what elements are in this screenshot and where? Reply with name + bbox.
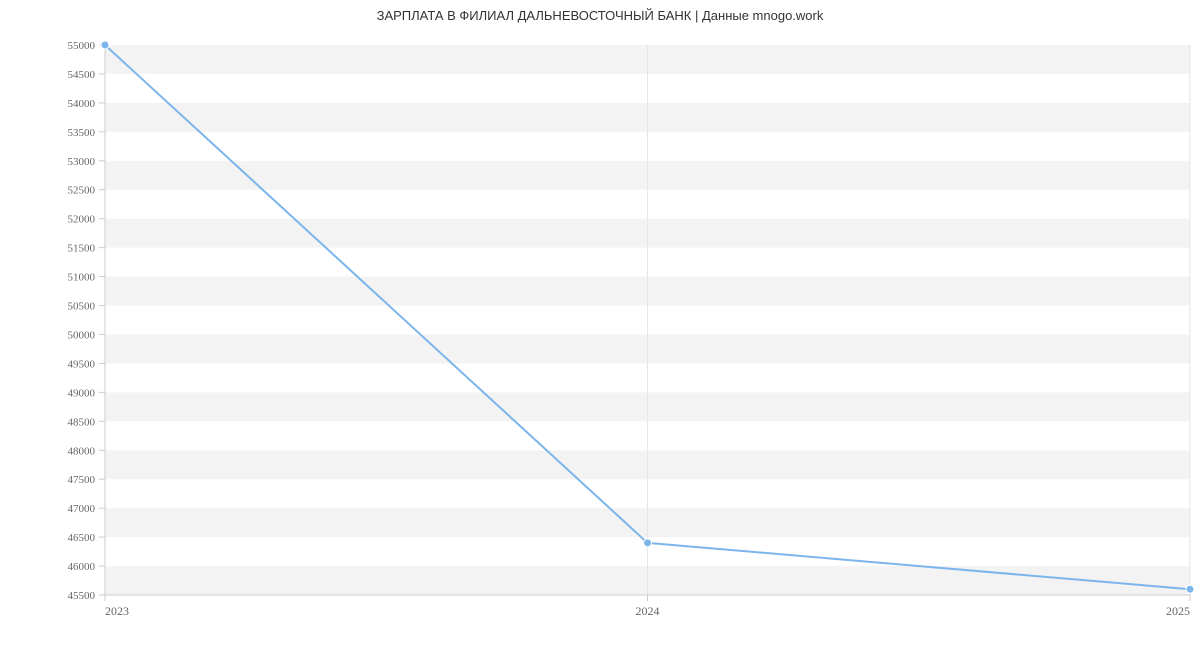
y-tick-label: 50500: [68, 301, 96, 313]
y-tick-label: 55000: [68, 40, 96, 52]
y-tick-label: 45500: [68, 590, 96, 602]
x-tick-label: 2023: [105, 604, 129, 618]
y-tick-label: 46000: [68, 561, 96, 573]
y-tick-label: 48000: [68, 445, 96, 457]
x-tick-label: 2024: [636, 604, 660, 618]
salary-line-chart: 45500 46000 46500 47000 47500 48000 48500 49000…: [0, 0, 1200, 650]
y-tick-label: 53500: [68, 127, 96, 139]
data-point: [101, 41, 109, 49]
y-tick-label: 54000: [68, 98, 96, 110]
data-point: [1186, 585, 1194, 593]
y-tick-label: 54500: [68, 69, 96, 81]
y-tick-label: 50000: [68, 329, 96, 341]
y-tick-label: 47500: [68, 474, 96, 486]
y-tick-label: 51000: [68, 272, 96, 284]
y-tick-label: 46500: [68, 532, 96, 544]
y-tick-label: 52000: [68, 214, 96, 226]
y-tick-label: 52500: [68, 185, 96, 197]
data-point: [644, 539, 652, 547]
y-tick-label: 47000: [68, 503, 96, 515]
y-tick-label: 48500: [68, 416, 96, 428]
y-tick-label: 51500: [68, 243, 96, 255]
y-tick-label: 53000: [68, 156, 96, 168]
y-tick-label: 49000: [68, 387, 96, 399]
y-tick-label: 49500: [68, 358, 96, 370]
x-tick-label: 2025: [1166, 604, 1190, 618]
